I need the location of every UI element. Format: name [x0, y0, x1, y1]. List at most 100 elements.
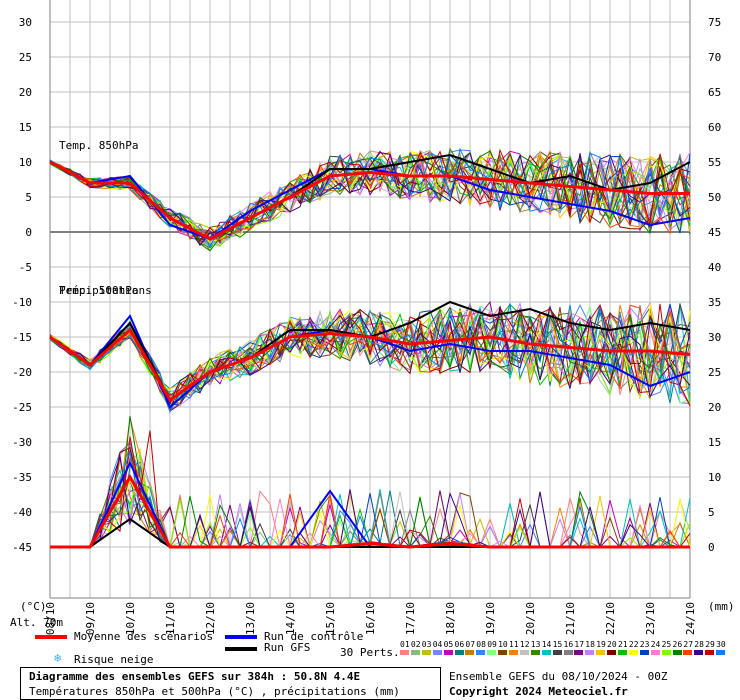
right-tick-label: 50 [708, 191, 721, 204]
perturbation-number: 01 [400, 640, 410, 649]
left-tick-label: -45 [12, 541, 32, 554]
temp500-label: Temp. 500hPa [59, 284, 138, 297]
perturbation-number: 04 [432, 640, 443, 649]
right-tick-label: 60 [708, 121, 721, 134]
footer-title: Diagramme des ensembles GEFS sur 384h : … [29, 670, 361, 683]
perturbation-number: 02 [410, 640, 421, 649]
perturbation-number: 08 [476, 640, 486, 649]
perturbation-swatch [476, 650, 486, 655]
control-legend-label: Run de contrôle [264, 630, 364, 643]
perturbation-number: 06 [454, 640, 465, 649]
left-tick-label: -5 [19, 261, 32, 274]
perturbation-number: 21 [618, 640, 628, 649]
left-tick-label: -25 [12, 401, 32, 414]
perturbation-number: 17 [574, 640, 585, 649]
perturbation-number: 07 [465, 640, 476, 649]
date-tick-label: 15/10 [324, 602, 337, 635]
left-tick-label: -40 [12, 506, 32, 519]
mean-temp850-line [49, 160, 690, 241]
left-tick-label: 30 [19, 16, 32, 29]
date-tick-label: 22/10 [604, 602, 617, 635]
perturbation-swatch [498, 650, 508, 655]
date-tick-label: 14/10 [284, 602, 297, 635]
date-tick-label: 17/10 [404, 602, 417, 635]
right-tick-label: 55 [708, 156, 721, 169]
perturbation-number: 18 [585, 640, 595, 649]
right-tick-label: 0 [708, 541, 715, 554]
perturbation-swatch [563, 650, 573, 655]
snowflake-icon: ❄ [54, 651, 62, 665]
left-tick-label: 10 [19, 156, 32, 169]
perts-label: 30 Perts. [340, 646, 400, 659]
date-tick-label: 18/10 [444, 602, 457, 635]
perturbation-number: 19 [596, 640, 606, 649]
perturbation-number: 10 [498, 640, 508, 649]
mean-legend-line [35, 635, 67, 639]
perturbation-number: 27 [683, 640, 694, 649]
snow-risk-label: Risque neige [74, 653, 154, 666]
footer-box: Diagramme des ensembles GEFS sur 384h : … [20, 667, 441, 700]
perturbation-swatch [607, 650, 617, 655]
right-tick-label: 15 [708, 436, 721, 449]
perturbation-number: 29 [705, 640, 715, 649]
perturbation-swatch [618, 650, 627, 655]
mean-legend-label: Moyenne des scénarios [74, 630, 214, 643]
temp850-member-line [49, 148, 691, 242]
date-tick-label: 09/10 [84, 602, 97, 635]
footer-subtitle: Températures 850hPa et 500hPa (°C) , pré… [29, 685, 400, 698]
left-tick-label: -35 [12, 471, 32, 484]
left-unit-label: (°C) [20, 600, 47, 613]
perturbation-swatch [509, 650, 518, 655]
perturbation-number: 11 [509, 640, 519, 649]
right-tick-label: 75 [708, 16, 721, 29]
perturbation-swatch [465, 650, 475, 655]
gfs-legend-line [225, 647, 257, 651]
perturbation-number: 15 [552, 640, 563, 649]
left-tick-label: -15 [12, 331, 32, 344]
date-tick-label: 19/10 [484, 602, 497, 635]
mean-temp500-line [49, 327, 691, 403]
perturbation-swatch [705, 650, 715, 655]
perturbation-number: 28 [694, 640, 704, 649]
left-tick-label: 15 [19, 121, 32, 134]
perturbation-swatch [694, 650, 704, 655]
perturbation-swatch [650, 650, 660, 655]
perturbation-swatch [716, 650, 726, 655]
temp500-member-line [49, 303, 691, 414]
date-tick-label: 11/10 [164, 602, 177, 635]
ensemble-run-info: Ensemble GEFS du 08/10/2024 - 00Z [449, 670, 668, 683]
perturbation-swatch [552, 650, 562, 655]
perturbation-swatch [628, 650, 638, 655]
right-tick-label: 70 [708, 51, 721, 64]
control-legend-line [225, 635, 257, 639]
copyright: Copyright 2024 Meteociel.fr [449, 685, 628, 698]
precip-member-line [50, 456, 690, 548]
perturbation-swatch [400, 650, 409, 655]
left-tick-label: 0 [25, 226, 32, 239]
date-tick-label: 16/10 [364, 602, 377, 635]
precip-label: Précipitations [59, 284, 152, 297]
date-tick-label: 20/10 [524, 602, 537, 635]
right-tick-label: 5 [708, 506, 715, 519]
temp500-member-line [49, 301, 691, 412]
perturbation-number: 16 [563, 640, 574, 649]
left-tick-label: 20 [19, 86, 32, 99]
right-tick-label: 45 [708, 226, 721, 239]
temp850-label: Temp. 850hPa [59, 139, 138, 152]
perturbation-swatch [639, 650, 649, 655]
perturbation-number: 22 [628, 640, 639, 649]
perturbation-swatch [519, 650, 529, 655]
perturbation-number: 26 [672, 640, 683, 649]
right-tick-label: 20 [708, 401, 721, 414]
date-tick-label: 08/10 [44, 602, 57, 635]
perturbation-number: 20 [607, 640, 617, 649]
gfs-legend-label: Run GFS [264, 641, 311, 654]
altitude-label: Alt. 70m [10, 616, 63, 629]
perturbation-number: 23 [639, 640, 650, 649]
perturbation-swatch [432, 650, 442, 655]
date-axis: 08/10 09/10 10/10 11/10 12/10 13/10 14/10 15/10… [44, 602, 697, 635]
perturbation-number: 09 [487, 640, 497, 649]
left-tick-label: 25 [19, 51, 32, 64]
perturbation-swatch [574, 650, 584, 655]
